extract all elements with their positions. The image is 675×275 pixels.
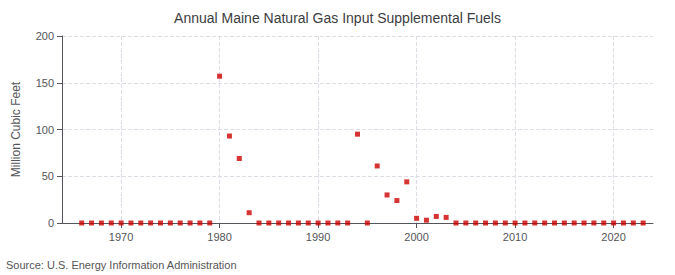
svg-text:200: 200: [36, 30, 54, 42]
svg-text:2010: 2010: [503, 231, 527, 243]
svg-text:100: 100: [36, 124, 54, 136]
svg-text:50: 50: [42, 170, 54, 182]
svg-text:150: 150: [36, 77, 54, 89]
svg-text:1970: 1970: [109, 231, 133, 243]
svg-text:Million Cubic Feet: Million Cubic Feet: [9, 81, 23, 177]
svg-text:Annual Maine Natural Gas Input: Annual Maine Natural Gas Input Supplemen…: [174, 10, 501, 26]
svg-text:0: 0: [48, 217, 54, 229]
svg-text:2020: 2020: [601, 231, 625, 243]
svg-text:1990: 1990: [306, 231, 330, 243]
svg-text:2000: 2000: [404, 231, 428, 243]
svg-text:1980: 1980: [207, 231, 231, 243]
svg-text:Source: U.S. Energy Informatio: Source: U.S. Energy Information Administ…: [6, 259, 237, 271]
